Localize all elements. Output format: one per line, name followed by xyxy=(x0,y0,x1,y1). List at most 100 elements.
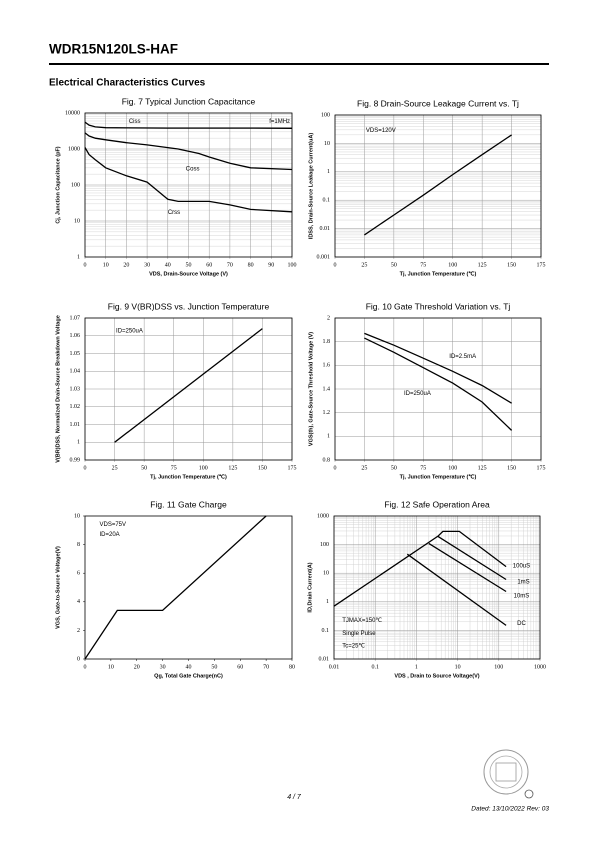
data-line xyxy=(428,542,507,593)
y-tick-label: 1.06 xyxy=(70,333,81,339)
x-tick-label: 80 xyxy=(248,262,254,268)
x-tick-label: 25 xyxy=(112,465,118,471)
y-tick-label: 0.99 xyxy=(70,457,81,463)
data-line xyxy=(84,147,293,213)
y-tick-label: 100 xyxy=(320,542,329,548)
y-tick-label: 1.07 xyxy=(70,315,81,321)
x-tick-label: 0.1 xyxy=(371,664,379,670)
y-axis-label: V(BR)DSS, Normalized Drain-Source Breakd… xyxy=(55,315,61,463)
x-tick-label: 25 xyxy=(361,465,367,471)
series-label: DC xyxy=(517,621,526,627)
chart-title: Fig. 7 Typical Junction Capacitance xyxy=(122,96,256,106)
y-tick-label: 10 xyxy=(324,141,330,147)
logo xyxy=(483,749,534,799)
y-tick-label: 0.8 xyxy=(323,457,331,463)
y-tick-label: 1.4 xyxy=(323,386,331,392)
x-tick-label: 75 xyxy=(420,262,426,268)
x-tick-label: 100 xyxy=(494,664,503,670)
chart-title: Fig. 12 Safe Operation Area xyxy=(384,499,490,509)
x-tick-label: 0 xyxy=(84,262,87,268)
chart-title: Fig. 10 Gate Threshold Variation vs. Tj xyxy=(366,301,511,311)
data-line xyxy=(114,328,263,443)
series-label: ID=2.5mA xyxy=(449,354,476,360)
footer-date: Dated: 13/10/2022 Rev: 03 xyxy=(471,806,549,813)
x-tick-label: 50 xyxy=(186,262,192,268)
data-line xyxy=(364,134,512,236)
plot-frame xyxy=(84,515,293,660)
data-line xyxy=(406,553,507,626)
x-tick-label: 50 xyxy=(141,465,147,471)
chart: Fig. 7 Typical Junction Capacitance 1 10 10… xyxy=(55,96,296,277)
x-tick-label: 125 xyxy=(478,465,487,471)
x-tick-label: 10 xyxy=(108,664,114,670)
x-tick-label: 60 xyxy=(237,664,243,670)
x-tick-label: 125 xyxy=(228,465,237,471)
data-line xyxy=(364,332,512,404)
annotation: TJMAX=150℃ xyxy=(342,618,382,624)
x-axis-label: Tj, Junction Temperature (℃) xyxy=(150,473,227,480)
y-tick-label: 1 xyxy=(327,434,330,440)
series-label: Ciss xyxy=(129,119,141,125)
x-tick-label: 125 xyxy=(478,262,487,268)
y-tick-label: 1 xyxy=(326,599,329,605)
chart: Fig. 10 Gate Threshold Variation vs. Tj 0… xyxy=(308,301,545,480)
chart-title: Fig. 11 Gate Charge xyxy=(150,499,227,509)
y-tick-label: 0.001 xyxy=(317,254,331,260)
y-tick-label: 1.2 xyxy=(323,410,331,416)
data-line xyxy=(437,535,507,581)
series-label: 1mS xyxy=(517,579,529,585)
y-tick-label: 10 xyxy=(323,571,329,577)
chart-title: Fig. 8 Drain-Source Leakage Current vs. … xyxy=(357,98,519,108)
x-tick-label: 20 xyxy=(123,262,129,268)
y-tick-label: 6 xyxy=(77,571,80,577)
x-tick-label: 20 xyxy=(134,664,140,670)
y-tick-label: 1.04 xyxy=(70,369,81,375)
x-tick-label: 1 xyxy=(415,664,418,670)
series-label: Crss xyxy=(168,210,180,216)
chart: Fig. 12 Safe Operation Area0.010.1110100… xyxy=(307,499,546,679)
x-tick-label: 1000 xyxy=(534,664,546,670)
series-label: ID=250uA xyxy=(404,391,431,397)
y-tick-label: 1.05 xyxy=(70,351,81,357)
y-tick-label: 0.1 xyxy=(322,628,330,634)
x-tick-label: 75 xyxy=(171,465,177,471)
y-tick-label: 100 xyxy=(71,182,80,188)
section-title: Electrical Characteristics Curves xyxy=(49,78,206,89)
data-line xyxy=(84,121,293,129)
x-axis-label: Tj, Junction Temperature (℃) xyxy=(400,473,477,480)
chart: Fig. 8 Drain-Source Leakage Current vs. … xyxy=(308,98,545,277)
annotation: f=1MHz xyxy=(269,119,290,125)
data-line xyxy=(333,530,507,607)
y-tick-label: 1 xyxy=(327,169,330,175)
annotation: Single Pulse xyxy=(342,631,376,637)
x-tick-label: 30 xyxy=(144,262,150,268)
x-tick-label: 80 xyxy=(289,664,295,670)
annotation: ID=250uA xyxy=(116,328,143,334)
x-axis-label: Qg, Total Gate Charge(nC) xyxy=(154,673,223,679)
x-tick-label: 75 xyxy=(420,465,426,471)
series-label: 100uS xyxy=(513,564,530,570)
x-tick-label: 50 xyxy=(211,664,217,670)
y-tick-label: 1.02 xyxy=(70,404,81,410)
x-tick-label: 0 xyxy=(334,262,337,268)
y-tick-label: 0.01 xyxy=(320,226,331,232)
x-axis-label: VDS , Drain to Source Voltage(V) xyxy=(394,673,479,679)
x-tick-label: 0 xyxy=(84,664,87,670)
y-tick-label: 1.6 xyxy=(323,363,331,369)
x-tick-label: 70 xyxy=(227,262,233,268)
y-tick-label: 1 xyxy=(77,440,80,446)
y-tick-label: 10 xyxy=(74,218,80,224)
x-tick-label: 10 xyxy=(103,262,109,268)
y-axis-label: ID,Drain Current(A) xyxy=(307,562,313,612)
x-tick-label: 150 xyxy=(258,465,267,471)
plot-frame xyxy=(84,317,293,461)
x-tick-label: 150 xyxy=(507,262,516,268)
doc-title: WDR15N120LS-HAF xyxy=(49,42,178,57)
chart: Fig. 11 Gate Charge 0 2 4 6 8 10 0 10 20 30 40 50 60 7… xyxy=(55,499,295,679)
y-axis-label: VGS, Gate-to-Source Voltage(V) xyxy=(55,546,61,629)
y-tick-label: 4 xyxy=(77,599,80,605)
x-tick-label: 150 xyxy=(507,465,516,471)
y-tick-label: 1000 xyxy=(68,146,80,152)
x-tick-label: 50 xyxy=(391,465,397,471)
